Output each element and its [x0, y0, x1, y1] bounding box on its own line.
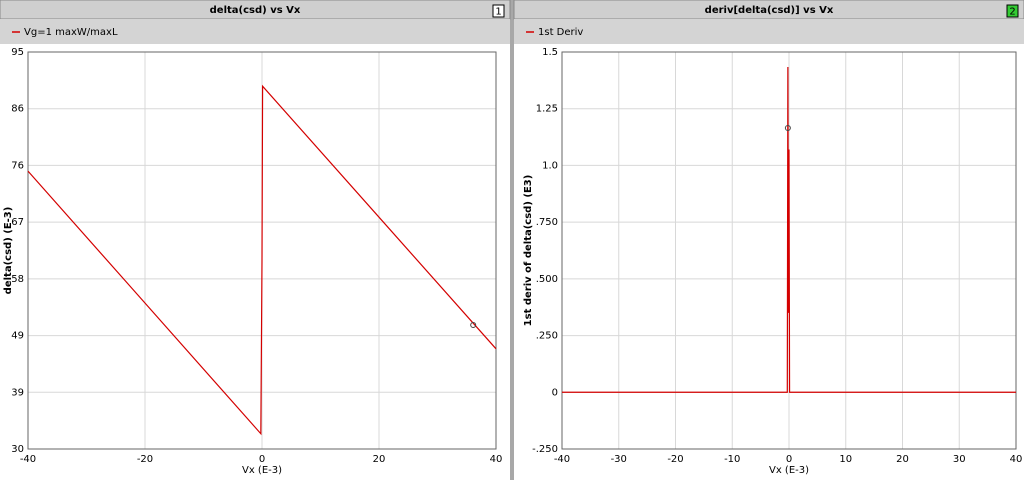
y-tick-label: .500 — [536, 274, 558, 285]
legend-bar — [0, 19, 510, 44]
y-tick-label: 58 — [11, 274, 24, 285]
x-tick-label: -40 — [554, 454, 570, 465]
y-tick-label: 95 — [11, 47, 24, 58]
plot-frame — [561, 51, 1017, 450]
legend-label[interactable]: 1st Deriv — [538, 27, 583, 38]
plot-panel — [0, 44, 510, 480]
x-tick-label: 0 — [259, 454, 265, 465]
x-tick-label: -10 — [724, 454, 740, 465]
x-tick-label: 20 — [896, 454, 909, 465]
x-tick-label: 10 — [839, 454, 852, 465]
y-tick-label: 86 — [11, 104, 24, 115]
cursor-marker — [784, 124, 791, 131]
y-axis-label: delta(csd) (E-3) — [3, 207, 14, 295]
panel-badge[interactable] — [1006, 4, 1019, 18]
chart-title: deriv[delta(csd)] vs Vx — [705, 5, 834, 16]
x-tick-label: 20 — [373, 454, 386, 465]
data-line — [27, 84, 497, 436]
plot-panel — [514, 44, 1024, 480]
legend-label[interactable]: Vg=1 maxW/maxL — [24, 27, 118, 38]
y-tick-label: 1.5 — [542, 47, 558, 58]
y-tick-label: 67 — [11, 217, 24, 228]
x-tick-label: 30 — [953, 454, 966, 465]
x-tick-label: -40 — [20, 454, 36, 465]
y-tick-label: .250 — [536, 331, 558, 342]
y-tick-label: 0 — [552, 387, 558, 398]
y-tick-label: 76 — [11, 160, 24, 171]
cursor-marker — [470, 322, 477, 329]
y-tick-label: 1.25 — [536, 104, 558, 115]
y-tick-label: 39 — [11, 387, 24, 398]
y-tick-label: 49 — [11, 331, 24, 342]
x-axis-label: Vx (E-3) — [769, 465, 809, 476]
panel-badge-label[interactable]: 2 — [1009, 7, 1015, 18]
x-tick-label: 40 — [1010, 454, 1023, 465]
x-tick-label: -30 — [611, 454, 627, 465]
legend-bar — [514, 19, 1024, 44]
y-tick-label: 1.0 — [542, 160, 558, 171]
x-tick-label: 40 — [490, 454, 503, 465]
y-tick-label: 30 — [11, 444, 24, 455]
y-tick-label: .750 — [536, 217, 558, 228]
x-tick-label: 0 — [786, 454, 792, 465]
panel-badge[interactable] — [492, 4, 505, 18]
x-tick-label: -20 — [667, 454, 683, 465]
plot-frame — [27, 51, 497, 450]
panel-badge-label[interactable]: 1 — [495, 7, 501, 18]
y-axis-label: 1st deriv of delta(csd) (E3) — [523, 175, 534, 327]
y-tick-label: -.250 — [532, 444, 558, 455]
x-tick-label: -20 — [137, 454, 153, 465]
x-axis-label: Vx (E-3) — [242, 465, 282, 476]
chart-title: delta(csd) vs Vx — [210, 5, 301, 16]
